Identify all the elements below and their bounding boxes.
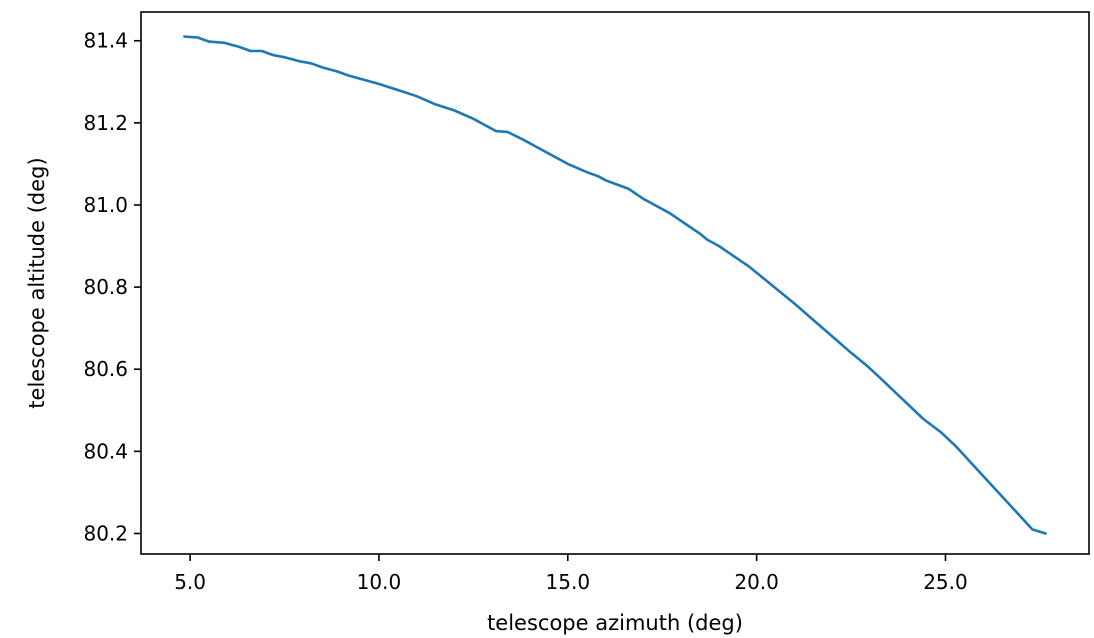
y-tick-label: 81.0 — [83, 193, 128, 217]
y-tick-label: 80.4 — [83, 439, 128, 463]
x-tick-label: 10.0 — [357, 570, 402, 594]
plot-frame — [140, 11, 1090, 555]
x-tick-label: 5.0 — [174, 570, 206, 594]
y-tick-label: 81.2 — [83, 111, 128, 135]
y-axis-label: telescope altitude (deg) — [25, 157, 49, 408]
y-tick-label: 81.4 — [83, 29, 128, 53]
y-tick-label: 80.2 — [83, 521, 128, 545]
x-tick-label: 20.0 — [734, 570, 779, 594]
x-tick-label: 25.0 — [923, 570, 968, 594]
x-tick-label: 15.0 — [546, 570, 591, 594]
x-axis-label: telescope azimuth (deg) — [487, 611, 743, 635]
x-axis-ticks: 5.0 10.0 15.0 20.0 25.0 — [174, 554, 968, 594]
y-axis-ticks: 80.2 80.4 80.6 80.8 81.0 81.2 81.4 — [83, 29, 141, 545]
y-tick-label: 80.8 — [83, 275, 128, 299]
y-tick-label: 80.6 — [83, 357, 128, 381]
series-line — [183, 35, 1047, 535]
